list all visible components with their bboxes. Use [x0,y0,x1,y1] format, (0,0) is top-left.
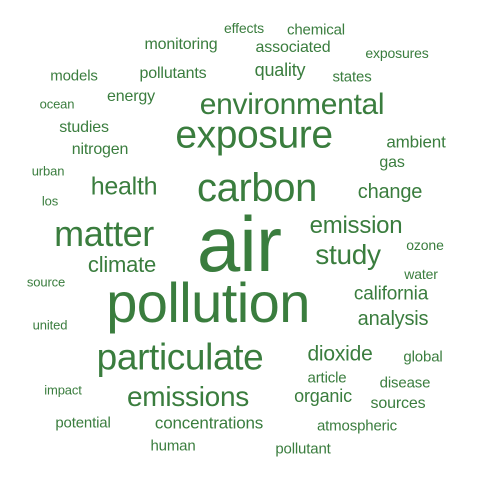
word-human: human [150,437,196,455]
word-disease: disease [379,374,431,392]
word-associated: associated [255,39,331,56]
word-pollutant: pollutant [275,440,331,458]
word-organic: organic [294,386,352,406]
word-nitrogen: nitrogen [71,141,129,158]
word-ambient: ambient [386,132,446,152]
word-study: study [315,239,381,270]
word-ozone: ozone [406,237,444,253]
word-pollutants: pollutants [139,65,207,82]
word-los: los [41,193,59,209]
word-emissions: emissions [127,381,249,412]
word-united: united [32,317,68,333]
word-climate: climate [87,252,157,277]
word-sources: sources [370,395,426,412]
word-dioxide: dioxide [307,342,373,366]
word-emission: emission [309,212,403,239]
word-ocean: ocean [39,96,75,112]
word-effects: effects [223,20,265,36]
word-energy: energy [107,88,155,105]
word-chemical: chemical [287,21,345,39]
word-air: air [196,200,282,288]
word-monitoring: monitoring [144,36,218,53]
word-quality: quality [254,60,306,80]
word-states: states [332,68,372,86]
word-atmospheric: atmospheric [316,417,398,435]
word-exposure: exposure [175,113,333,157]
word-source: source [26,274,66,290]
word-models: models [50,67,98,85]
word-health: health [90,172,158,201]
word-concentrations: concentrations [154,413,264,433]
word-potential: potential [55,414,111,432]
word-analysis: analysis [357,308,429,330]
word-studies: studies [59,119,109,136]
word-california: california [353,283,429,305]
word-water: water [404,266,438,282]
word-particulate: particulate [96,336,264,378]
word-article: article [307,369,347,387]
word-environmental: environmental [199,88,385,121]
word-gas: gas [379,154,405,171]
word-carbon: carbon [197,166,317,210]
word-global: global [403,348,443,366]
word-urban: urban [31,163,65,179]
word-impact: impact [44,382,82,398]
word-exposures: exposures [365,45,429,61]
word-pollution: pollution [106,271,310,334]
word-change: change [357,181,423,203]
word-matter: matter [54,213,154,254]
